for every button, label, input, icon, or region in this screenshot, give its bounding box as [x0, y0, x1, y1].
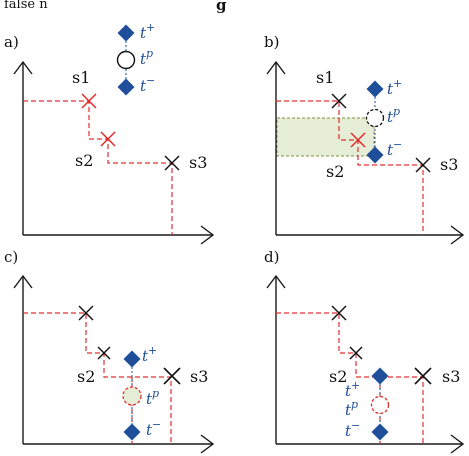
panel-d-t-plus-label: t+: [345, 379, 360, 400]
panel-b-t-plus-diamond: [366, 80, 384, 98]
panel-d-cross-s1: [331, 305, 347, 321]
panel-a-x-arrow: [200, 225, 215, 245]
panel-b-label-s2: s2: [326, 162, 344, 181]
panel-b-t-minus-label: t−: [387, 138, 402, 159]
panel-a-t-plus-diamond: [117, 24, 135, 42]
panel-c-cross-s2: [97, 346, 111, 360]
panel-d-t-pivot-label: tp: [345, 398, 358, 419]
panel-b-t-minus-diamond: [366, 146, 384, 164]
panel-c-label: c): [4, 248, 18, 266]
panel-b-y-arrow: [266, 60, 286, 75]
panel-d-y-arrow: [266, 274, 286, 289]
panel-c-label-s3: s3: [190, 367, 208, 386]
header-left-text: false n: [4, 0, 48, 12]
panel-a-label-s2: s2: [75, 151, 93, 170]
panel-b-highlight-region: [276, 117, 375, 157]
panel-d-t-minus-label: t−: [345, 419, 360, 440]
panel-b-cross-s3: [415, 157, 431, 173]
panel-c-x-arrow: [200, 434, 215, 454]
panel-c-label-s2: s2: [77, 367, 95, 386]
panel-d-cross-s2: [349, 346, 363, 360]
panel-c-t-pivot-circle: [122, 386, 142, 406]
panel-a-dashed-front: [23, 100, 173, 235]
panel-c-y-arrow: [13, 274, 33, 289]
panel-a-label: a): [4, 33, 19, 51]
panel-c-t-minus-diamond: [123, 423, 141, 441]
panel-c-cross-s3: [163, 367, 181, 385]
panel-d-label: d): [264, 248, 279, 266]
panel-d-label-s2: s2: [329, 367, 347, 386]
panel-a-t-pivot-circle: [116, 50, 136, 70]
panel-a-cross-s2: [100, 131, 116, 147]
panel-c-t-minus-label: t−: [146, 418, 161, 439]
panel-a-label-s1: s1: [72, 68, 90, 87]
panel-b-t-pivot-label: tp: [387, 105, 400, 126]
panel-c-t-pivot-label: tp: [146, 387, 159, 408]
panel-b-x-arrow: [450, 225, 465, 245]
panel-d-t-plus-diamond: [371, 367, 389, 385]
panel-a-cross-s1: [81, 93, 97, 109]
panel-a-cross-s3: [164, 155, 180, 171]
panel-d-t-pivot-circle: [370, 395, 390, 415]
panel-a-y-arrow: [13, 60, 33, 75]
panel-b-label-s3: s3: [440, 155, 458, 174]
panel-b-cross-s1: [331, 93, 347, 109]
panel-a-t-pivot-label: tp: [140, 47, 153, 68]
panel-d-label-s3: s3: [442, 367, 460, 386]
panel-b-t-pivot-circle: [365, 108, 385, 128]
panel-c-t-plus-label: t+: [142, 344, 157, 365]
panel-d: d) s2 s3 t+ tp t−: [264, 248, 465, 454]
header-right-text: g: [216, 0, 227, 14]
panel-c-t-plus-diamond: [123, 350, 141, 368]
panel-a-label-s3: s3: [189, 153, 207, 172]
panel-c: c) s2 s3 t+ tp t−: [4, 248, 215, 454]
panel-b-t-plus-label: t+: [387, 77, 402, 98]
panel-d-cross-s3: [414, 367, 432, 385]
panel-b: b) s1 s2 s3: [264, 33, 465, 245]
panel-a-t-plus-label: t+: [140, 21, 155, 42]
panel-d-x-arrow: [450, 434, 465, 454]
panel-a-t-minus-label: t−: [140, 74, 155, 95]
panel-c-cross-s1: [78, 305, 94, 321]
panel-b-label-s1: s1: [316, 68, 334, 87]
panel-d-t-minus-diamond: [371, 423, 389, 441]
panel-a: a) s1 s2 s3 t+: [4, 21, 215, 245]
panel-a-t-minus-diamond: [117, 78, 135, 96]
panel-b-cross-s2: [350, 132, 366, 148]
panel-b-label: b): [264, 33, 279, 51]
